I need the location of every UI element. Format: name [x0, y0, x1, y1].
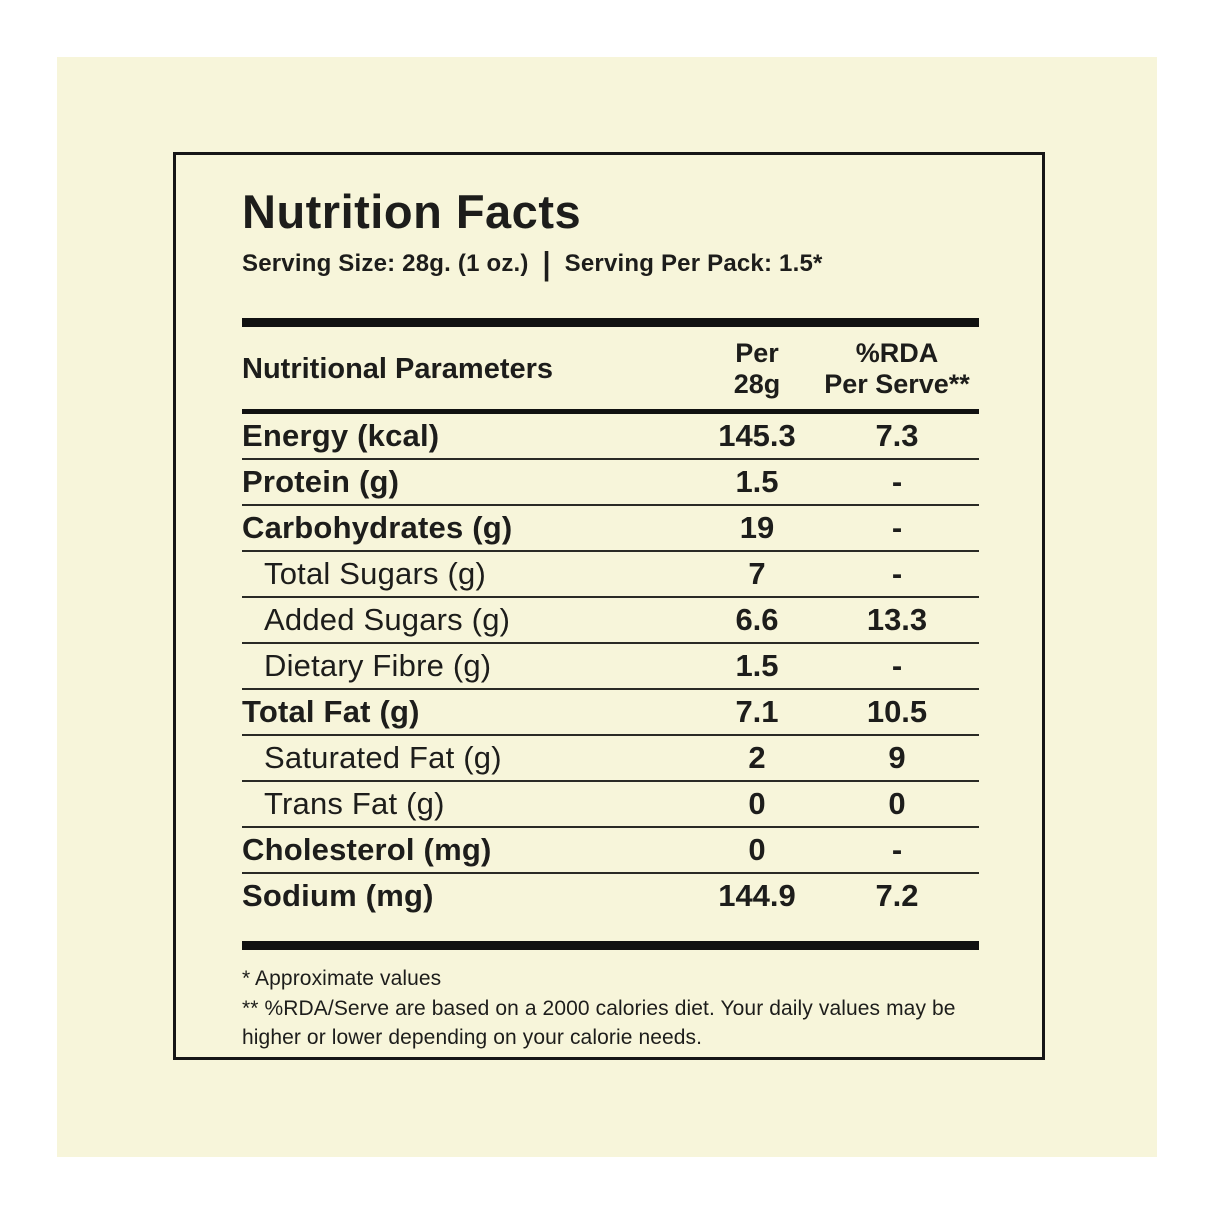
serving-info-line: Serving Size: 28g. (1 oz.) | Serving Per…	[242, 245, 979, 282]
row-per-value: 0	[748, 832, 766, 868]
row-rda-value: -	[891, 648, 903, 684]
serving-size-text: Serving Size: 28g. (1 oz.)	[242, 250, 529, 278]
serving-separator: |	[542, 245, 551, 282]
table-top-bar	[242, 318, 979, 328]
table-body: Energy (kcal) 145.3 7.3 Protein (g) 1.5 …	[242, 414, 979, 918]
row-rda-value: -	[891, 832, 903, 868]
footnote-rda-disclaimer: ** %RDA/Serve are based on a 2000 calori…	[242, 996, 956, 1050]
row-label: Sodium (mg)	[242, 878, 434, 914]
nutrition-facts-title: Nutrition Facts	[242, 185, 582, 238]
table-row: Total Fat (g) 7.1 10.5	[242, 690, 979, 737]
table-row: Sodium (mg) 144.9 7.2	[242, 874, 979, 918]
row-rda-value: 7.3	[875, 418, 919, 454]
row-rda-value: 13.3	[866, 602, 928, 638]
row-per-value: 2	[748, 740, 766, 776]
row-rda-value: 10.5	[866, 694, 928, 730]
row-rda-value: -	[891, 556, 903, 592]
row-label: Protein (g)	[242, 464, 400, 500]
row-label: Dietary Fibre (g)	[264, 648, 492, 684]
table-row: Added Sugars (g) 6.6 13.3	[242, 598, 979, 645]
row-per-value: 1.5	[735, 648, 779, 684]
row-label: Added Sugars (g)	[264, 602, 511, 638]
row-per-value: 0	[748, 786, 766, 822]
row-label: Energy (kcal)	[242, 418, 440, 454]
header-divider	[242, 409, 979, 415]
row-label: Total Fat (g)	[242, 694, 420, 730]
column-header-rda: %RDA Per Serve**	[815, 338, 979, 400]
column-header-per-28g: Per 28g	[699, 338, 815, 400]
column-header-rda-line2: Per Serve**	[824, 369, 970, 400]
footnote-approximate-values: * Approximate values	[242, 967, 442, 991]
row-label: Total Sugars (g)	[264, 556, 487, 592]
table-row: Trans Fat (g) 0 0	[242, 782, 979, 829]
table-row: Carbohydrates (g) 19 -	[242, 506, 979, 553]
panel-content: Nutrition Facts Serving Size: 28g. (1 oz…	[176, 155, 1042, 1053]
footnotes: * Approximate values ** %RDA/Serve are b…	[242, 964, 979, 1052]
table-row: Energy (kcal) 145.3 7.3	[242, 414, 979, 461]
table-row: Protein (g) 1.5 -	[242, 460, 979, 507]
row-per-value: 6.6	[735, 602, 779, 638]
table-row: Total Sugars (g) 7 -	[242, 552, 979, 599]
column-header-per-line2: 28g	[733, 369, 781, 400]
row-per-value: 144.9	[718, 878, 796, 914]
row-per-value: 7.1	[735, 694, 779, 730]
row-rda-value: 0	[888, 786, 906, 822]
row-per-value: 7	[748, 556, 766, 592]
row-label: Carbohydrates (g)	[242, 510, 513, 546]
table-bottom-bar	[242, 941, 979, 951]
table-row: Saturated Fat (g) 2 9	[242, 736, 979, 783]
row-label: Trans Fat (g)	[264, 786, 445, 822]
row-rda-value: 9	[888, 740, 906, 776]
row-per-value: 145.3	[718, 418, 796, 454]
row-rda-value: -	[891, 510, 903, 546]
nutrition-facts-panel: Nutrition Facts Serving Size: 28g. (1 oz…	[173, 152, 1045, 1060]
row-label: Cholesterol (mg)	[242, 832, 492, 868]
column-header-rda-line1: %RDA	[855, 338, 939, 369]
table-header-row: Nutritional Parameters Per 28g %RDA Per …	[242, 327, 979, 409]
row-label: Saturated Fat (g)	[264, 740, 502, 776]
row-rda-value: -	[891, 464, 903, 500]
table-row: Cholesterol (mg) 0 -	[242, 828, 979, 875]
row-rda-value: 7.2	[875, 878, 919, 914]
row-per-value: 19	[739, 510, 775, 546]
serving-per-pack-text: Serving Per Pack: 1.5*	[564, 250, 823, 278]
table-row: Dietary Fibre (g) 1.5 -	[242, 644, 979, 691]
column-header-parameters: Nutritional Parameters	[242, 352, 554, 385]
row-per-value: 1.5	[735, 464, 779, 500]
column-header-per-line1: Per	[735, 338, 779, 369]
